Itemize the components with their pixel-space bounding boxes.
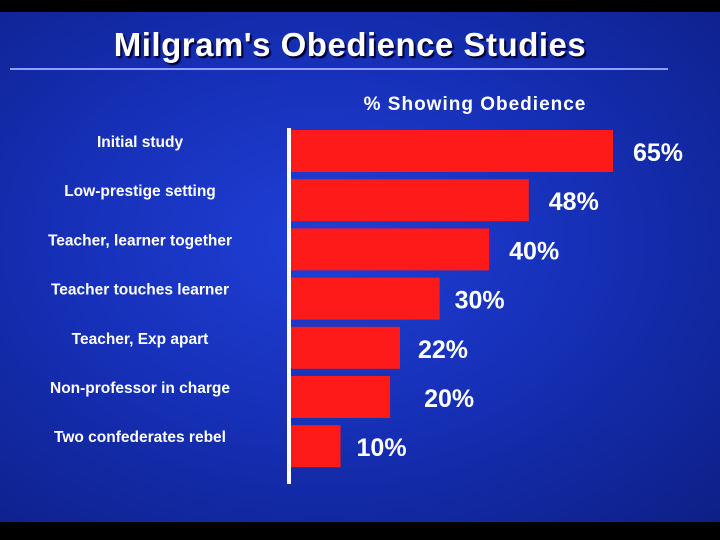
category-label-1: Initial study [97, 134, 184, 151]
bar-1 [291, 130, 613, 172]
category-label-3: Teacher, learner together [48, 232, 232, 249]
bar-4 [291, 277, 440, 320]
category-label-4: Teacher touches learner [51, 282, 229, 299]
chart-subtitle: % Showing Obedience [364, 94, 587, 115]
value-label-3: 40% [509, 237, 559, 265]
bar-3 [291, 228, 490, 271]
value-label-4: 30% [455, 287, 505, 315]
value-label-2: 48% [549, 188, 599, 216]
bar-6 [291, 376, 391, 418]
category-label-2: Low-prestige setting [64, 183, 216, 200]
value-label-7: 10% [357, 434, 407, 462]
title-divider [10, 68, 668, 70]
category-label-5: Teacher, Exp apart [72, 331, 209, 348]
value-label-5: 22% [418, 336, 468, 364]
category-label-6: Non-professor in charge [50, 380, 230, 397]
category-label-7: Two confederates rebel [54, 429, 226, 446]
bar-7 [291, 425, 341, 468]
bar-2 [291, 179, 529, 222]
value-label-6: 20% [424, 385, 474, 413]
bar-5 [291, 326, 400, 369]
chart-title: Milgram's Obedience Studies [113, 26, 587, 63]
bars-layer: Initial study 65% Low-prestige setting 48% T… [48, 130, 683, 468]
value-label-1: 65% [633, 139, 683, 167]
